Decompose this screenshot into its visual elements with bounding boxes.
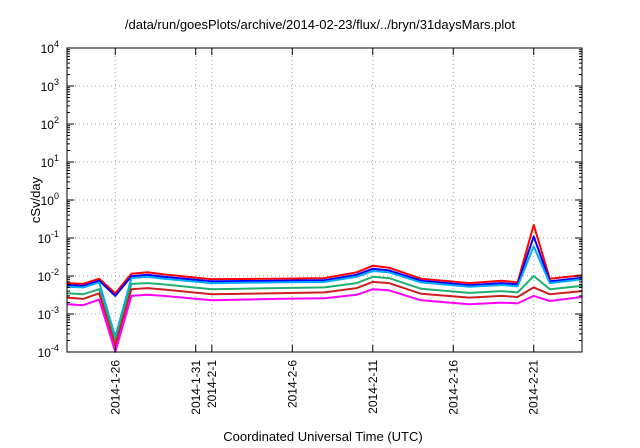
x-tick-label: 2014-1-31: [189, 360, 203, 415]
plot-border: [66, 47, 583, 353]
series-line-3: [66, 245, 583, 338]
y-tick-label: 104: [41, 39, 59, 56]
y-tick-label: 10-4: [38, 343, 59, 360]
y-tick-label: 103: [41, 77, 59, 94]
chart-title: /data/run/goesPlots/archive/2014-02-23/f…: [125, 17, 516, 32]
y-axis-label: cSv/day: [28, 176, 43, 223]
x-tick-label: 2014-2-1: [205, 360, 219, 408]
x-tick-label: 2014-2-16: [446, 360, 460, 415]
x-tick-label: 2014-1-26: [108, 360, 122, 415]
y-tick-label: 101: [41, 153, 59, 170]
x-tick-label: 2014-2-11: [366, 360, 380, 414]
y-tick-label: 102: [41, 115, 59, 132]
series-line-5: [66, 280, 583, 347]
y-tick-label: 100: [41, 191, 59, 208]
series-layer: [66, 224, 583, 353]
grid-layer: [67, 47, 582, 353]
y-tick-label: 10-1: [38, 229, 59, 246]
x-tick-label: 2014-2-21: [527, 360, 541, 415]
y-tick-label: 10-2: [38, 267, 59, 284]
series-line-2: [66, 235, 583, 297]
x-tick-label: 2014-2-6: [285, 360, 299, 408]
series-line-4: [66, 275, 583, 342]
series-line-6: [66, 288, 583, 353]
y-tick-label: 10-3: [38, 305, 59, 322]
axis-layer: 10-4 10-3 10-2 10-1 100 101 102 103 104 2014-1-26…: [38, 39, 583, 415]
x-axis-label: Coordinated Universal Time (UTC): [223, 429, 422, 444]
series-line-1: [66, 224, 583, 295]
